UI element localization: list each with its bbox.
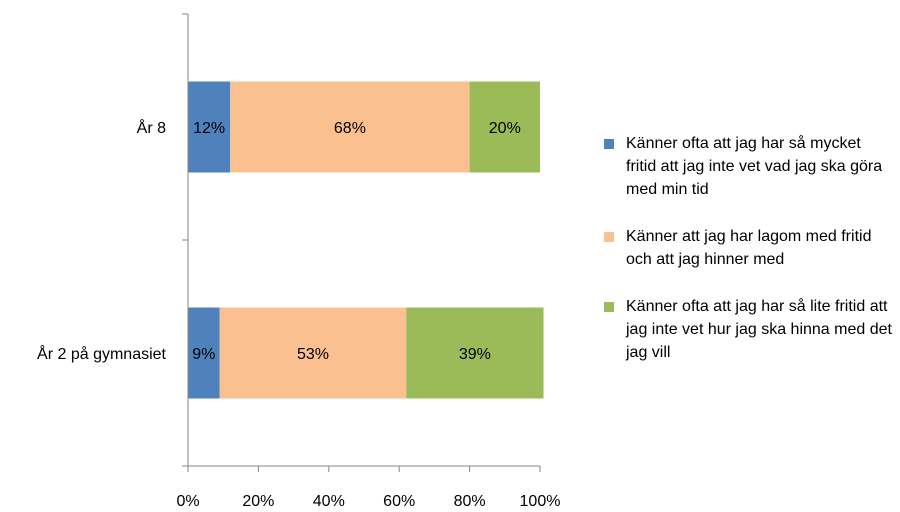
- data-label: 12%: [193, 120, 225, 137]
- data-label: 20%: [489, 120, 521, 137]
- legend-label: Känner ofta att jag har så mycket fritid…: [626, 135, 883, 198]
- x-tick-label: 20%: [242, 493, 274, 510]
- legend-label: Känner att jag har lagom med fritid och …: [626, 228, 872, 268]
- category-label: År 8: [137, 118, 166, 137]
- legend-item-enough-free-time: Känner att jag har lagom med fritid och …: [604, 225, 894, 271]
- bar-segment: [469, 81, 540, 173]
- bar-segment: [406, 307, 544, 399]
- legend-label: Känner ofta att jag har så lite fritid a…: [626, 298, 892, 361]
- data-label: 39%: [459, 346, 491, 363]
- bar-segment: [230, 81, 470, 173]
- x-tick-label: 0%: [176, 493, 199, 510]
- legend-item-little-free-time: Känner ofta att jag har så lite fritid a…: [604, 295, 894, 364]
- data-label: 53%: [297, 346, 329, 363]
- legend-item-much-free-time: Känner ofta att jag har så mycket fritid…: [604, 132, 894, 201]
- bar-segment: [188, 81, 231, 173]
- legend: Känner ofta att jag har så mycket fritid…: [604, 132, 894, 388]
- bar-segment: [188, 307, 220, 399]
- x-tick-label: 80%: [454, 493, 486, 510]
- bar-segment: [219, 307, 407, 399]
- category-label: År 2 på gymnasiet: [37, 344, 167, 363]
- x-tick-label: 40%: [313, 493, 345, 510]
- data-label: 68%: [334, 120, 366, 137]
- x-tick-label: 100%: [520, 493, 561, 510]
- x-tick-label: 60%: [383, 493, 415, 510]
- legend-swatch-blue: [604, 139, 614, 149]
- legend-swatch-green: [604, 302, 614, 312]
- legend-swatch-orange: [604, 232, 614, 242]
- data-label: 9%: [192, 346, 215, 363]
